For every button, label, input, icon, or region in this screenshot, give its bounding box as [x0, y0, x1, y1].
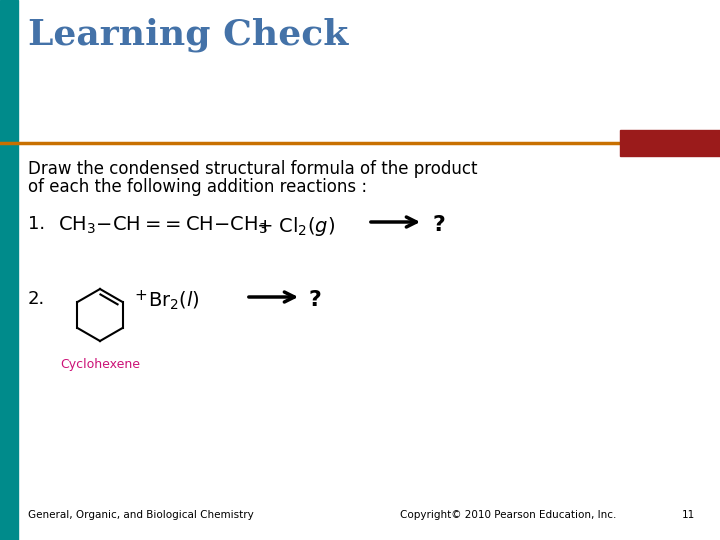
Bar — [620, 130, 720, 156]
Text: $\mathsf{Br_2(}$$\mathit{l}$$\mathsf{)}$: $\mathsf{Br_2(}$$\mathit{l}$$\mathsf{)}$ — [148, 290, 200, 312]
Text: $\mathsf{+\ Cl_2(}$$\mathit{g}$$\mathsf{)}$: $\mathsf{+\ Cl_2(}$$\mathit{g}$$\mathsf{… — [256, 215, 335, 238]
Text: General, Organic, and Biological Chemistry: General, Organic, and Biological Chemist… — [28, 510, 253, 520]
Text: Learning Check: Learning Check — [28, 18, 348, 52]
Bar — [0, 0, 18, 540]
Text: 2.: 2. — [28, 290, 45, 308]
Text: Draw the condensed structural formula of the product: Draw the condensed structural formula of… — [28, 160, 477, 178]
Text: Cyclohexene: Cyclohexene — [60, 358, 140, 371]
Text: $\mathsf{CH_3{-}CH{=\!=}CH{-}CH_3}$: $\mathsf{CH_3{-}CH{=\!=}CH{-}CH_3}$ — [58, 215, 268, 237]
Text: ?: ? — [309, 290, 322, 310]
Text: Copyright© 2010 Pearson Education, Inc.: Copyright© 2010 Pearson Education, Inc. — [400, 510, 616, 520]
Text: 11: 11 — [682, 510, 695, 520]
Text: of each the following addition reactions :: of each the following addition reactions… — [28, 178, 367, 196]
Text: +: + — [134, 288, 147, 303]
Text: 1.: 1. — [28, 215, 45, 233]
Text: ?: ? — [433, 215, 446, 235]
